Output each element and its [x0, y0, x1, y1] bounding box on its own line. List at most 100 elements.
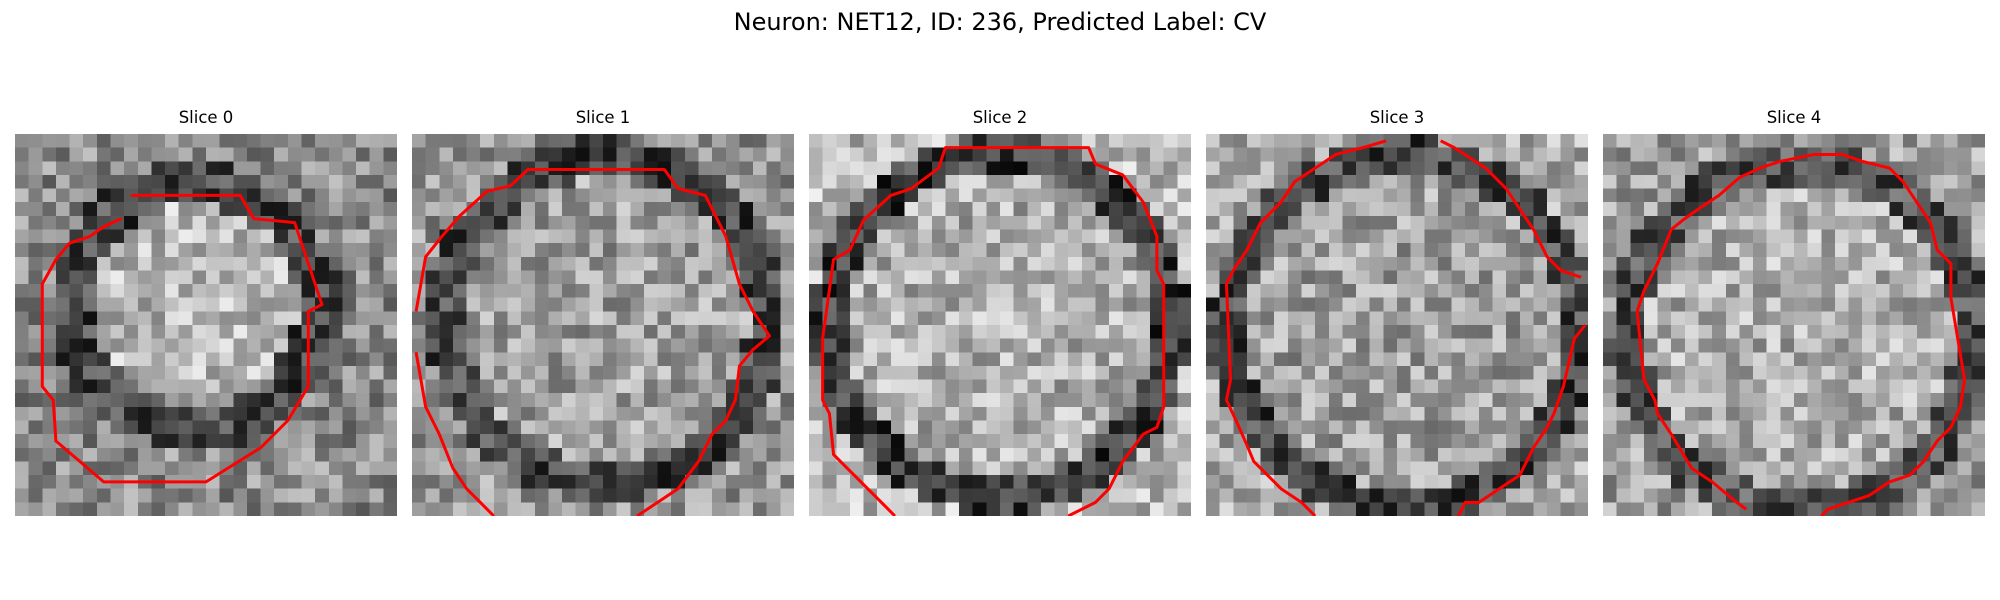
pixel — [1068, 338, 1083, 353]
pixel — [151, 325, 166, 339]
pixel — [931, 297, 946, 312]
pixel — [809, 147, 823, 162]
pixel — [753, 270, 767, 285]
pixel — [480, 243, 495, 258]
pixel — [1780, 297, 1795, 312]
pixel — [1766, 461, 1781, 476]
pixel — [1712, 365, 1727, 380]
pixel — [562, 256, 576, 271]
pixel — [780, 284, 794, 298]
pixel — [849, 338, 864, 353]
pixel — [383, 256, 397, 271]
pixel — [959, 161, 973, 176]
pixel — [1889, 134, 1904, 148]
pixel — [287, 311, 302, 326]
pixel — [452, 243, 467, 258]
pixel — [1603, 174, 1617, 189]
pixel — [1766, 174, 1781, 189]
pixel — [589, 379, 604, 394]
pixel — [219, 284, 234, 298]
pixel — [1000, 325, 1014, 339]
pixel — [1342, 393, 1357, 408]
pixel — [1807, 229, 1822, 244]
pixel — [1356, 243, 1370, 258]
pixel — [1109, 243, 1124, 258]
pixel — [1027, 134, 1042, 148]
pixel — [1643, 475, 1658, 489]
pixel — [137, 406, 152, 421]
pixel — [219, 434, 234, 449]
pixel — [1971, 134, 1985, 148]
pixel — [616, 174, 631, 189]
pixel — [233, 325, 248, 339]
pixel — [616, 434, 631, 449]
pixel — [1424, 352, 1439, 367]
pixel — [1356, 188, 1370, 203]
pixel — [1163, 488, 1178, 503]
pixel — [630, 270, 645, 285]
pixel — [439, 502, 454, 516]
pixel — [603, 188, 617, 203]
pixel — [918, 406, 933, 421]
pixel — [657, 420, 672, 435]
pixel — [165, 447, 179, 462]
pixel — [425, 488, 440, 503]
pixel — [219, 202, 234, 217]
pixel — [493, 352, 508, 367]
pixel — [1643, 447, 1658, 462]
pixel — [986, 338, 1001, 353]
pixel — [466, 134, 481, 148]
pixel — [42, 229, 57, 244]
pixel — [534, 488, 549, 503]
pixel — [753, 502, 767, 516]
pixel — [1944, 215, 1958, 230]
pixel — [1122, 297, 1137, 312]
pixel — [1356, 420, 1370, 435]
pixel — [1971, 174, 1985, 189]
pixel — [1574, 297, 1588, 312]
pixel — [137, 215, 152, 230]
pixel — [83, 188, 98, 203]
pixel — [1492, 270, 1507, 285]
pixel — [630, 174, 645, 189]
pixel — [890, 393, 905, 408]
pixel — [301, 475, 316, 489]
pixel — [809, 488, 823, 503]
pixel — [260, 229, 275, 244]
pixel — [1753, 352, 1767, 367]
pixel — [1903, 229, 1918, 244]
pixel — [1574, 475, 1588, 489]
pixel — [822, 202, 837, 217]
pixel — [1246, 434, 1261, 449]
pixel — [753, 352, 767, 367]
pixel — [1000, 256, 1014, 271]
pixel — [192, 229, 207, 244]
pixel — [1206, 297, 1220, 312]
pixel — [1328, 434, 1343, 449]
pixel — [1834, 188, 1849, 203]
pixel — [1383, 502, 1398, 516]
pixel — [1944, 502, 1958, 516]
pixel — [1616, 447, 1631, 462]
pixel — [1177, 352, 1191, 367]
pixel — [1547, 134, 1561, 148]
pixel — [1465, 488, 1480, 503]
pixel — [1684, 284, 1699, 298]
pixel — [1383, 311, 1398, 326]
pixel — [1397, 325, 1411, 339]
pixel — [1246, 284, 1261, 298]
pixel — [1698, 188, 1713, 203]
pixel — [1603, 502, 1617, 516]
pixel — [766, 188, 781, 203]
pixel — [1478, 284, 1493, 298]
pixel — [178, 461, 193, 476]
pixel — [1603, 229, 1617, 244]
pixel — [206, 147, 220, 162]
pixel — [1780, 325, 1795, 339]
pixel — [301, 147, 316, 162]
pixel — [931, 243, 946, 258]
pixel — [1122, 243, 1137, 258]
pixel — [1916, 365, 1931, 380]
pixel — [1766, 379, 1781, 394]
pixel — [1013, 365, 1028, 380]
